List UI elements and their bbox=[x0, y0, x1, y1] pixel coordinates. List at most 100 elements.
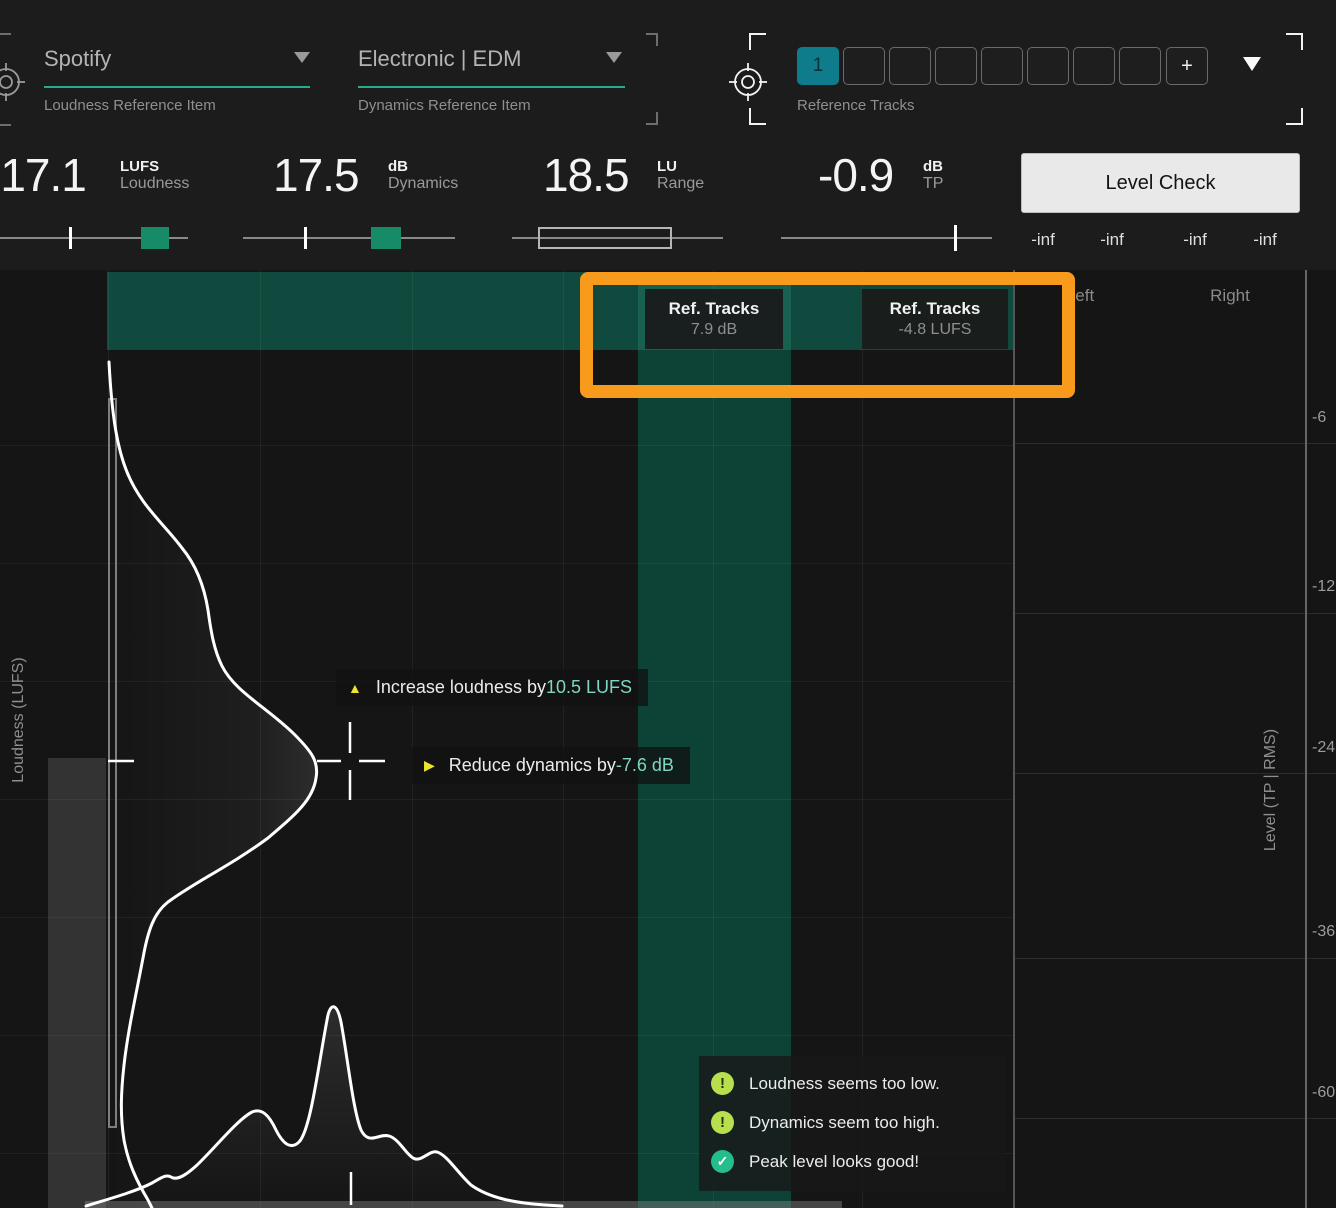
status-text: Peak level looks good! bbox=[749, 1151, 920, 1171]
section-bracket bbox=[656, 112, 658, 125]
status-message: ✓ Peak level looks good! bbox=[699, 1142, 1006, 1181]
section-bracket bbox=[656, 33, 658, 46]
focus-bracket bbox=[749, 123, 766, 125]
ref-tracks-loudness-tooltip: Ref. Tracks -4.8 LUFS bbox=[862, 289, 1008, 349]
channel-meter-value: -inf bbox=[1031, 230, 1055, 249]
focus-target-icon-clipped bbox=[0, 63, 25, 101]
loudness-distribution-fill bbox=[108, 362, 317, 1208]
tooltip-title: Ref. Tracks bbox=[889, 299, 981, 318]
true-peak-unit: dB bbox=[923, 158, 943, 175]
section-bracket bbox=[646, 123, 658, 125]
tooltip-value: -4.8 LUFS bbox=[898, 321, 972, 338]
level-check-button[interactable]: Level Check bbox=[1021, 153, 1300, 213]
reference-track-slot-empty[interactable] bbox=[981, 47, 1023, 85]
reference-track-slot-empty[interactable] bbox=[1119, 47, 1161, 85]
suggestion-text: Increase loudness by bbox=[375, 677, 546, 697]
focus-target-icon[interactable] bbox=[728, 62, 768, 102]
add-reference-track-button[interactable]: + bbox=[1166, 47, 1208, 85]
channel-meter-value: -inf bbox=[1253, 230, 1277, 249]
loudness-value: -17.1 bbox=[0, 149, 87, 201]
chevron-down-icon[interactable] bbox=[606, 52, 622, 63]
loudness-label: Loudness bbox=[120, 175, 190, 193]
dynamics-reference-dropdown[interactable]: Electronic | EDM bbox=[358, 46, 522, 71]
loudness-slider-handle[interactable] bbox=[141, 227, 169, 249]
scale-tick: -60 bbox=[1312, 1084, 1336, 1101]
range-value: 18.5 bbox=[543, 149, 630, 201]
dynamics-unit: dB bbox=[388, 158, 408, 175]
dynamics-value: 17.5 bbox=[273, 149, 360, 201]
loudness-slider-track[interactable] bbox=[0, 237, 188, 239]
status-text: Dynamics seem too high. bbox=[749, 1112, 940, 1132]
level-check-messages: ! Loudness seems too low. ! Dynamics see… bbox=[699, 1056, 1006, 1191]
loudness-slider-tick bbox=[69, 227, 72, 249]
status-text: Loudness seems too low. bbox=[749, 1073, 940, 1093]
distribution-curves bbox=[84, 360, 564, 1208]
tooltip-value: 7.9 dB bbox=[690, 321, 738, 338]
dropdown-underline bbox=[44, 86, 310, 88]
level-scale-line bbox=[1305, 270, 1307, 1208]
dynamics-slider-track[interactable] bbox=[243, 237, 455, 239]
range-label: Range bbox=[657, 175, 705, 193]
dynamics-reference-label: Dynamics Reference Item bbox=[358, 97, 531, 114]
range-slider-track[interactable] bbox=[512, 237, 723, 239]
reference-track-slot-empty[interactable] bbox=[1027, 47, 1069, 85]
scale-tick: -6 bbox=[1312, 409, 1327, 426]
section-bracket bbox=[0, 33, 11, 35]
true-peak-slider-tick bbox=[954, 225, 957, 251]
meter-column-right: Right bbox=[1210, 286, 1250, 305]
scale-tick: -24 bbox=[1312, 739, 1336, 756]
focus-bracket bbox=[749, 33, 751, 50]
level-distribution-curve bbox=[84, 1005, 564, 1208]
crosshair bbox=[108, 722, 385, 1205]
increase-loudness-suggestion[interactable]: ▲ Increase loudness by 10.5 LUFS bbox=[336, 669, 649, 706]
true-peak-slider-track[interactable] bbox=[781, 237, 992, 239]
status-message: ! Loudness seems too low. bbox=[699, 1064, 1006, 1103]
loudness-distribution-curve bbox=[107, 360, 319, 1208]
section-bracket bbox=[0, 124, 11, 126]
scale-tick: -12 bbox=[1312, 578, 1336, 595]
level-axis-label: Level (TP | RMS) bbox=[1262, 728, 1279, 852]
reference-track-slot-empty[interactable] bbox=[1073, 47, 1115, 85]
dropdown-underline bbox=[358, 86, 625, 88]
reference-track-slot-empty[interactable] bbox=[889, 47, 931, 85]
focus-bracket bbox=[1301, 33, 1303, 50]
reference-tracks-label: Reference Tracks bbox=[797, 97, 915, 114]
tooltip-title: Ref. Tracks bbox=[668, 299, 760, 318]
reduce-dynamics-suggestion[interactable]: ▶ Reduce dynamics by -7.6 dB bbox=[412, 747, 690, 784]
short-term-loudness-bar bbox=[48, 758, 106, 1208]
loudness-unit: LUFS bbox=[120, 158, 160, 175]
channel-meter-value: -inf bbox=[1183, 230, 1207, 249]
chevron-down-icon[interactable] bbox=[294, 52, 310, 63]
dynamics-label: Dynamics bbox=[388, 175, 459, 193]
suggestion-value: 10.5 LUFS bbox=[545, 677, 633, 697]
reference-track-slot-empty[interactable] bbox=[935, 47, 977, 85]
exclamation-icon: ! bbox=[711, 1072, 734, 1095]
reference-dynamics-band bbox=[638, 272, 791, 1208]
exclamation-icon: ! bbox=[711, 1111, 734, 1134]
loudness-reference-dropdown[interactable]: Spotify bbox=[44, 46, 112, 71]
scale-tick: -36 bbox=[1312, 923, 1336, 940]
channel-meter-value: -inf bbox=[1100, 230, 1124, 249]
range-bracket-handle[interactable] bbox=[538, 227, 672, 249]
suggestion-text: Reduce dynamics by bbox=[448, 755, 616, 775]
reference-tracks-caret[interactable] bbox=[1243, 57, 1261, 71]
loudness-chart[interactable]: -6 -12 -24 -36 -60 Left Right bbox=[0, 270, 1336, 1208]
status-message: ! Dynamics seem too high. bbox=[699, 1103, 1006, 1142]
dynamics-slider-handle[interactable] bbox=[371, 227, 401, 249]
reference-track-slot-1[interactable]: 1 bbox=[797, 47, 839, 85]
loudness-axis-label: Loudness (LUFS) bbox=[10, 657, 27, 783]
apply-arrow-icon: ▶ bbox=[424, 757, 435, 773]
focus-bracket bbox=[749, 108, 751, 125]
range-unit: LU bbox=[657, 158, 677, 175]
reference-track-slot-empty[interactable] bbox=[843, 47, 885, 85]
true-peak-value: -0.9 bbox=[818, 149, 894, 201]
section-bracket bbox=[646, 33, 658, 35]
focus-bracket bbox=[1301, 108, 1303, 125]
ref-tracks-dynamics-tooltip: Ref. Tracks 7.9 dB bbox=[645, 289, 783, 349]
focus-bracket bbox=[1286, 123, 1303, 125]
warning-triangle-icon: ▲ bbox=[348, 679, 362, 696]
focus-bracket bbox=[749, 33, 766, 35]
true-peak-label: TP bbox=[923, 175, 944, 193]
dynamics-slider-tick bbox=[304, 227, 307, 249]
